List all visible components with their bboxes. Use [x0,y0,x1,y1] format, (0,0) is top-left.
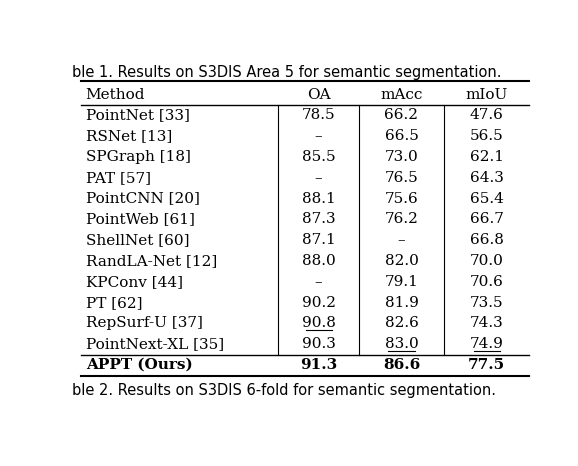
Text: 87.1: 87.1 [302,233,335,247]
Text: ble 1. Results on S3DIS Area 5 for semantic segmentation.: ble 1. Results on S3DIS Area 5 for seman… [72,65,502,80]
Text: –: – [398,233,405,247]
Text: 70.0: 70.0 [470,254,503,268]
Text: 90.3: 90.3 [302,337,336,351]
Text: 66.2: 66.2 [384,109,418,123]
Text: 64.3: 64.3 [470,171,503,185]
Text: SPGraph [18]: SPGraph [18] [86,150,191,164]
Text: 62.1: 62.1 [469,150,503,164]
Text: OA: OA [307,88,331,102]
Text: 88.1: 88.1 [302,192,335,206]
Text: 88.0: 88.0 [302,254,335,268]
Text: 76.2: 76.2 [384,212,418,226]
Text: PointCNN [20]: PointCNN [20] [86,192,199,206]
Text: 87.3: 87.3 [302,212,335,226]
Text: 86.6: 86.6 [383,358,420,372]
Text: 82.0: 82.0 [384,254,418,268]
Text: RepSurf-U [37]: RepSurf-U [37] [86,316,202,330]
Text: PAT [57]: PAT [57] [86,171,151,185]
Text: 66.5: 66.5 [384,129,418,143]
Text: 74.9: 74.9 [470,337,503,351]
Text: PointNet [33]: PointNet [33] [86,109,190,123]
Text: 70.6: 70.6 [470,275,503,289]
Text: 74.3: 74.3 [470,316,503,330]
Text: PointWeb [61]: PointWeb [61] [86,212,195,226]
Text: 81.9: 81.9 [384,296,418,310]
Text: 73.0: 73.0 [384,150,418,164]
Text: 77.5: 77.5 [468,358,505,372]
Text: 56.5: 56.5 [470,129,503,143]
Text: 79.1: 79.1 [384,275,418,289]
Text: KPConv [44]: KPConv [44] [86,275,183,289]
Text: –: – [315,171,323,185]
Text: 66.8: 66.8 [470,233,503,247]
Text: PT [62]: PT [62] [86,296,142,310]
Text: 91.3: 91.3 [300,358,337,372]
Text: RSNet [13]: RSNet [13] [86,129,172,143]
Text: 66.7: 66.7 [470,212,503,226]
Text: PointNext-XL [35]: PointNext-XL [35] [86,337,224,351]
Text: 90.8: 90.8 [302,316,336,330]
Text: 76.5: 76.5 [384,171,418,185]
Text: –: – [315,129,323,143]
Text: 78.5: 78.5 [302,109,335,123]
Text: 47.6: 47.6 [470,109,503,123]
Text: 82.6: 82.6 [384,316,418,330]
Text: 83.0: 83.0 [384,337,418,351]
Text: Method: Method [86,88,145,102]
Text: 90.2: 90.2 [302,296,336,310]
Text: APPT (Ours): APPT (Ours) [86,358,192,372]
Text: RandLA-Net [12]: RandLA-Net [12] [86,254,217,268]
Text: 73.5: 73.5 [470,296,503,310]
Text: 65.4: 65.4 [470,192,503,206]
Text: 75.6: 75.6 [384,192,418,206]
Text: 85.5: 85.5 [302,150,335,164]
Text: –: – [315,275,323,289]
Text: ble 2. Results on S3DIS 6-fold for semantic segmentation.: ble 2. Results on S3DIS 6-fold for seman… [72,383,497,397]
Text: mAcc: mAcc [380,88,423,102]
Text: mIoU: mIoU [465,88,508,102]
Text: ShellNet [60]: ShellNet [60] [86,233,189,247]
